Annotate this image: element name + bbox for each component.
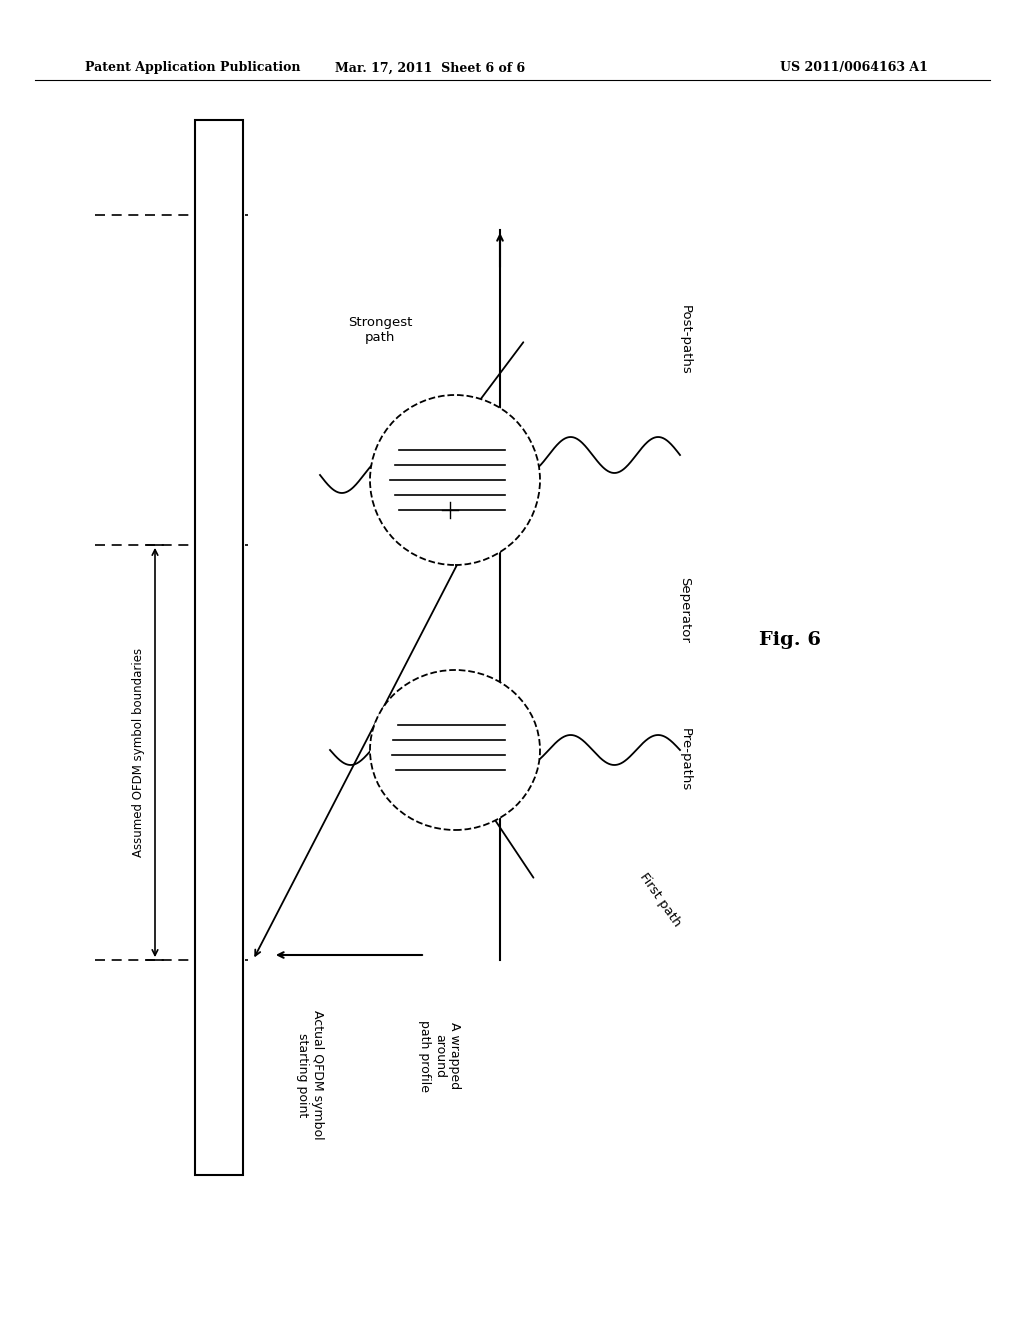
Text: Seperator: Seperator: [679, 577, 691, 643]
Text: Pre-paths: Pre-paths: [679, 729, 691, 792]
Text: Strongest
path: Strongest path: [348, 315, 413, 345]
Text: Fig. 6: Fig. 6: [759, 631, 821, 649]
Text: A wrapped
around
path profile: A wrapped around path profile: [419, 1020, 462, 1092]
Ellipse shape: [370, 395, 540, 565]
Text: Assumed OFDM symbol boundaries: Assumed OFDM symbol boundaries: [132, 647, 145, 857]
Ellipse shape: [370, 671, 540, 830]
Text: Post-paths: Post-paths: [679, 305, 691, 375]
Text: First path: First path: [637, 871, 683, 929]
Text: Actual QFDM symbol
starting point: Actual QFDM symbol starting point: [296, 1010, 324, 1139]
Text: Patent Application Publication: Patent Application Publication: [85, 62, 300, 74]
Text: US 2011/0064163 A1: US 2011/0064163 A1: [780, 62, 928, 74]
Bar: [195, 120, 243, 1175]
Text: Mar. 17, 2011  Sheet 6 of 6: Mar. 17, 2011 Sheet 6 of 6: [335, 62, 525, 74]
